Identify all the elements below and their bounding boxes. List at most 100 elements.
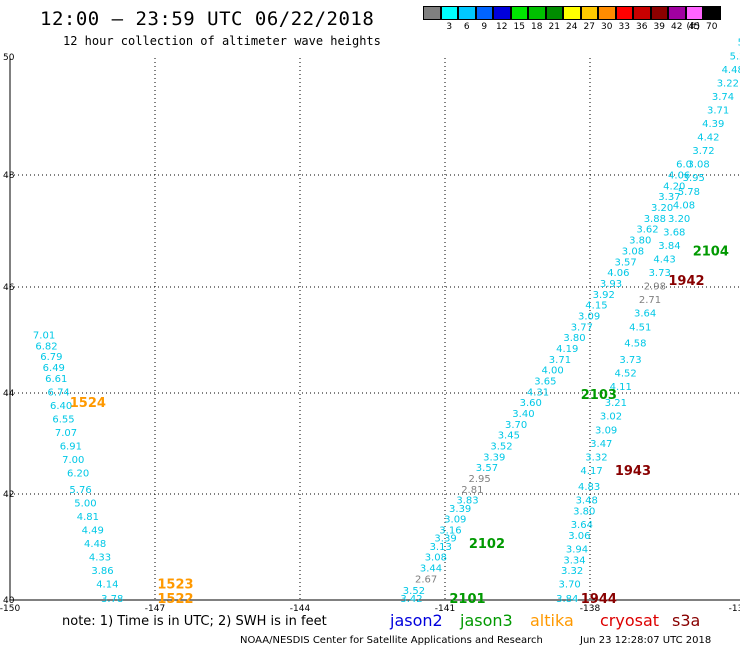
color-scale-label: 42: [671, 22, 683, 32]
color-swatch: [545, 6, 563, 20]
color-swatch: [615, 6, 633, 20]
swh-value: 3.52: [403, 586, 425, 597]
satellite-cryosat: cryosat: [600, 611, 660, 630]
swh-value: 4.52: [615, 368, 637, 379]
swh-value: 3.32: [585, 452, 607, 463]
color-scale-label: 27: [583, 22, 595, 32]
swh-value: 3.73: [619, 355, 641, 366]
pass-time-label: 1943: [615, 464, 651, 479]
swh-value: 6.40: [50, 401, 72, 412]
swh-value: 2.67: [415, 574, 437, 585]
swh-value: 2.81: [461, 485, 483, 496]
pass-time-label: 1524: [70, 396, 106, 411]
swh-value: 3.09: [444, 515, 466, 526]
swh-value: 3.39: [434, 534, 456, 545]
color-scale-label: 15: [513, 22, 525, 32]
swh-value: 3.70: [559, 580, 581, 591]
swh-value: 4.19: [556, 344, 578, 355]
swh-value: 4.33: [89, 553, 111, 564]
swh-value: 3.78: [101, 594, 123, 605]
color-scale-label: 30: [601, 22, 613, 32]
swh-value: 3.22: [717, 78, 739, 89]
swh-value: 3.77: [571, 322, 593, 333]
color-scale-label: 24: [566, 22, 578, 32]
swh-value: 3.45: [498, 431, 520, 442]
color-scale-label: 36: [636, 22, 648, 32]
color-scale-label: 21: [548, 22, 560, 32]
pass-time-label: 2103: [581, 388, 617, 403]
swh-value: 3.16: [439, 526, 461, 537]
swh-value: 7.01: [33, 330, 55, 341]
pass-time-label: 2104: [693, 244, 729, 259]
color-scale-label: 12: [496, 22, 508, 32]
color-swatch: [563, 6, 581, 20]
swh-value: 4.43: [653, 255, 675, 266]
color-scale-label: 6: [463, 22, 470, 32]
satellite-jason3: jason3: [460, 611, 513, 630]
swh-value: 3.44: [420, 563, 442, 574]
swh-value: 3.21: [605, 398, 627, 409]
swh-value: 3.08: [688, 160, 710, 171]
swh-value: 4.31: [527, 387, 549, 398]
swh-value: 6.0: [676, 160, 692, 171]
swh-value: 3.83: [456, 496, 478, 507]
swh-value: 3.34: [563, 555, 585, 566]
swh-value: 3.73: [649, 268, 671, 279]
color-swatch: [510, 6, 528, 20]
pass-time-label: 1942: [668, 274, 704, 289]
color-swatch: [703, 6, 721, 20]
color-scale-legend: 3 6 9 12 15 18 21 24 27 30 33 36 39 42 45 70 (ft): [423, 6, 733, 40]
color-scale-label: 33: [618, 22, 630, 32]
x-tick-label: -144: [290, 604, 311, 614]
swh-value: 3.84: [658, 241, 680, 252]
swh-value: 4.48: [722, 65, 740, 76]
swh-value: 5.: [738, 38, 740, 49]
swh-value: 3.86: [91, 566, 113, 577]
footnote: note: 1) Time is in UTC; 2) SWH is in fe…: [62, 614, 327, 629]
x-tick-label: -13: [729, 604, 740, 614]
y-tick-label: 50: [3, 53, 15, 63]
swh-value: 7.07: [55, 428, 77, 439]
swh-value: 3.37: [658, 192, 680, 203]
swh-value: 6.79: [40, 352, 62, 363]
color-swatch: [685, 6, 703, 20]
swh-value: 3.39: [483, 452, 505, 463]
pass-time-label: 1523: [157, 578, 193, 593]
swh-value: 3.80: [573, 507, 595, 518]
y-tick-label: 40: [3, 596, 15, 606]
swh-value: 4.20: [663, 181, 685, 192]
swh-value: 6.55: [52, 414, 74, 425]
swh-value: 3.93: [600, 279, 622, 290]
color-scale-unit: (ft): [686, 22, 701, 32]
swh-value: 3.40: [512, 409, 534, 420]
swh-value: 3.84: [556, 594, 578, 605]
swh-value: 4.08: [673, 200, 695, 211]
chart-title: 12:00 – 23:59 UTC 06/22/2018: [40, 8, 375, 30]
x-tick-label: -138: [580, 604, 601, 614]
x-tick-label: -147: [145, 604, 165, 614]
swh-value: 4.39: [702, 119, 724, 130]
color-swatch: [493, 6, 511, 20]
swh-value: 3.57: [615, 257, 637, 268]
swh-value: 5.76: [69, 485, 91, 496]
swh-value: 3.20: [651, 203, 673, 214]
swh-value: 3.47: [590, 439, 612, 450]
generated-timestamp: Jun 23 12:28:07 UTC 2018: [580, 635, 712, 646]
swh-value: 3.92: [593, 290, 615, 301]
swh-value: 2.71: [639, 295, 661, 306]
x-tick-label: -141: [435, 604, 455, 614]
swh-value: 4.42: [697, 133, 719, 144]
swh-value: 7.00: [62, 455, 84, 466]
color-swatch: [650, 6, 668, 20]
swh-value: 6.49: [43, 363, 65, 374]
swh-value: 3.60: [520, 398, 542, 409]
swh-value: 3.71: [549, 355, 571, 366]
swh-value: 2.95: [469, 474, 491, 485]
satellite-s3a: s3a: [672, 611, 701, 630]
swh-value: 3.88: [644, 214, 666, 225]
pass-time-label: 1944: [581, 592, 617, 607]
pass-time-label: 1522: [157, 592, 193, 607]
color-swatch: [633, 6, 651, 20]
color-scale-label: 3: [446, 22, 453, 32]
